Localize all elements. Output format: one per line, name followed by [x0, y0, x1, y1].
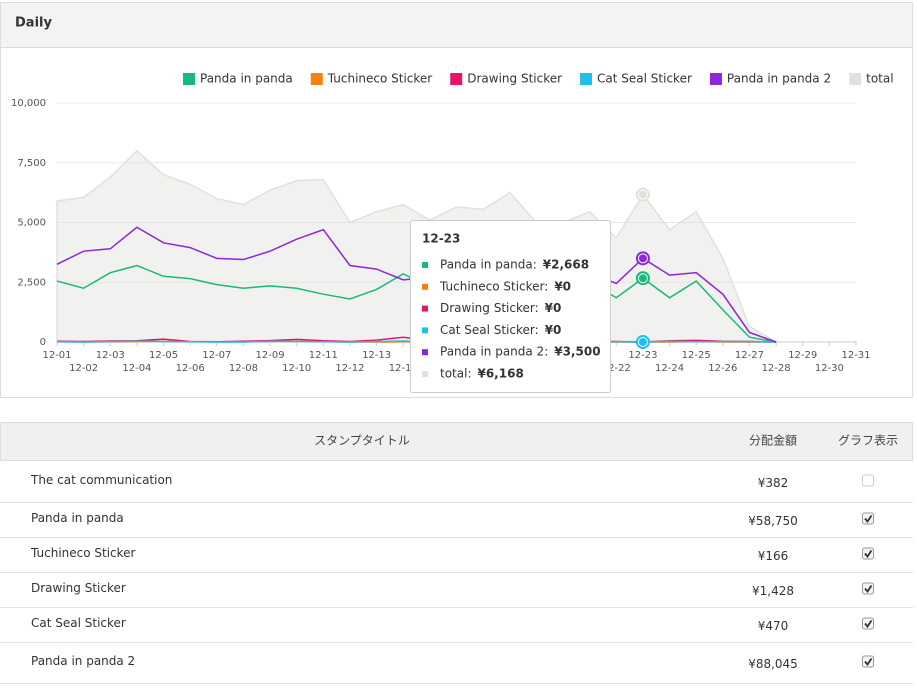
table: スタンプタイトル 分配金額 グラフ表示 The cat communication ¥3…: [0, 433, 913, 684]
tooltip-swatch: [422, 371, 428, 377]
hover-marker-dot: [639, 191, 647, 199]
legend-swatch: [710, 73, 722, 85]
tooltip-value: ¥0: [545, 301, 562, 315]
tooltip-label: Cat Seal Sticker:: [440, 323, 539, 337]
x-tick-label: 12-03: [96, 350, 125, 361]
x-tick-label: 12-25: [682, 350, 711, 361]
row-name: Panda in panda 2: [31, 654, 135, 668]
row-name: Panda in panda: [31, 511, 124, 525]
x-tick-label: 12-06: [176, 363, 205, 374]
x-tick-label: 12-10: [282, 363, 311, 374]
legend-label[interactable]: Cat Seal Sticker: [597, 72, 692, 86]
tooltip-swatch: [422, 284, 428, 290]
x-tick-label: 12-13: [362, 350, 391, 361]
legend-label[interactable]: Drawing Sticker: [467, 72, 562, 86]
tooltip-value: ¥0: [545, 323, 562, 337]
tooltip-swatch: [422, 306, 428, 312]
row-amount: ¥88,045: [748, 657, 798, 671]
graph-checkbox[interactable]: [863, 475, 874, 486]
x-tick-label: 12-12: [335, 363, 364, 374]
x-tick-label: 12-08: [229, 363, 258, 374]
legend-label[interactable]: Panda in panda 2: [727, 72, 831, 86]
legend-swatch: [183, 73, 195, 85]
hover-marker-dot: [639, 274, 647, 282]
y-tick-label: 0: [40, 337, 46, 348]
y-tick-label: 2,500: [17, 277, 46, 288]
legend-label[interactable]: Panda in panda: [200, 72, 293, 86]
row-name: The cat communication: [30, 473, 172, 487]
hover-marker-dot: [639, 338, 647, 346]
row-name: Cat Seal Sticker: [31, 616, 126, 630]
tooltip-swatch: [422, 262, 428, 268]
x-tick-label: 12-09: [256, 350, 285, 361]
column-header: 分配金額: [749, 433, 797, 448]
y-tick-label: 10,000: [11, 98, 46, 109]
x-tick-label: 12-27: [735, 350, 764, 361]
hover-marker-dot: [639, 254, 647, 262]
row-amount: ¥470: [758, 619, 789, 633]
tooltip-label: total:: [440, 367, 471, 381]
tooltip-value: ¥0: [554, 279, 571, 293]
tooltip-label: Panda in panda:: [440, 258, 537, 272]
x-tick-label: 12-31: [841, 350, 870, 361]
tooltip-value: ¥3,500: [554, 345, 600, 359]
tooltip-value: ¥2,668: [543, 258, 589, 272]
x-tick-label: 12-07: [202, 350, 231, 361]
tooltip-swatch: [422, 327, 428, 333]
row-name: Tuchineco Sticker: [30, 546, 136, 560]
tooltip-swatch: [422, 349, 428, 355]
tooltip-title: 12-23: [422, 232, 460, 246]
x-tick-label: 12-28: [762, 363, 791, 374]
x-tick-label: 12-01: [42, 350, 71, 361]
column-header: グラフ表示: [838, 434, 898, 448]
row-amount: ¥1,428: [752, 584, 794, 598]
tooltip-label: Tuchineco Sticker:: [439, 279, 548, 293]
legend-label[interactable]: total: [866, 72, 893, 86]
row-amount: ¥166: [758, 549, 789, 563]
x-tick-label: 12-11: [309, 350, 338, 361]
legend-swatch: [450, 73, 462, 85]
section-title: Daily: [15, 16, 52, 31]
y-tick-label: 7,500: [17, 158, 46, 169]
legend-label[interactable]: Tuchineco Sticker: [327, 72, 433, 86]
x-tick-label: 12-05: [149, 350, 178, 361]
x-tick-label: 12-04: [122, 363, 151, 374]
header-bar: [1, 3, 913, 48]
tooltip-label: Panda in panda 2:: [440, 345, 548, 359]
x-tick-label: 12-29: [788, 350, 817, 361]
column-header: スタンプタイトル: [314, 434, 410, 448]
legend-swatch: [849, 73, 861, 85]
tooltip-value: ¥6,168: [477, 367, 523, 381]
x-tick-label: 12-02: [69, 363, 98, 374]
x-tick-label: 12-26: [708, 363, 737, 374]
row-amount: ¥58,750: [748, 514, 798, 528]
legend-swatch: [580, 73, 592, 85]
row-name: Drawing Sticker: [31, 581, 126, 595]
x-tick-label: 12-24: [655, 363, 684, 374]
y-tick-label: 5,000: [17, 218, 46, 229]
tooltip: 12-23 Panda in panda: ¥2,668 Tuchineco Stic…: [411, 221, 611, 393]
legend-swatch: [311, 73, 323, 85]
row-amount: ¥382: [758, 476, 789, 490]
x-tick-label: 12-23: [628, 350, 657, 361]
tooltip-label: Drawing Sticker:: [440, 301, 539, 315]
x-tick-label: 12-30: [815, 363, 844, 374]
